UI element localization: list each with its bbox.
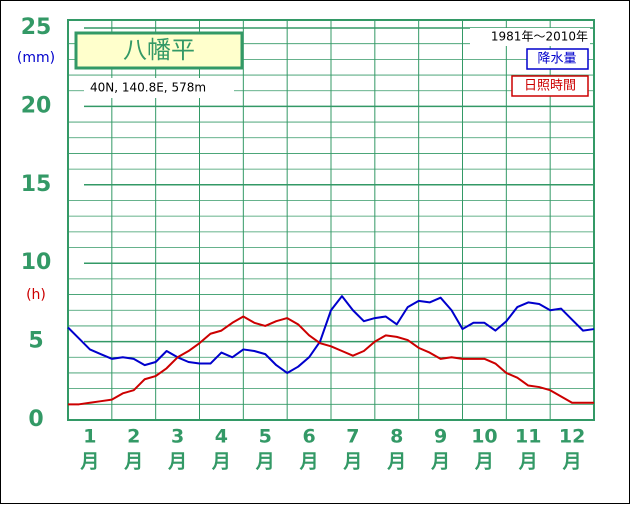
y-tick-label: 25	[21, 15, 52, 40]
series-line	[68, 315, 594, 406]
subtitle-bg	[84, 78, 234, 98]
x-tick-suffix: 月	[474, 451, 494, 473]
legend-box	[511, 75, 589, 97]
legend-box	[526, 48, 589, 70]
plot-frame	[67, 19, 595, 421]
x-tick-label: 4	[215, 426, 228, 448]
period-bg	[470, 28, 590, 46]
x-tick-suffix: 月	[123, 451, 143, 473]
title-box	[74, 31, 244, 70]
y-tick-label: 15	[21, 172, 52, 197]
x-tick-suffix: 月	[211, 451, 231, 473]
x-tick-label: 10	[471, 426, 497, 448]
y-tick-label: 20	[21, 93, 52, 118]
x-tick-suffix: 月	[299, 451, 319, 473]
x-tick-suffix: 月	[562, 451, 582, 473]
x-tick-suffix: 月	[386, 451, 406, 473]
y-tick-label: 10	[21, 250, 52, 275]
series-line	[67, 295, 595, 374]
y-axis-label: (h)	[26, 287, 46, 303]
chart-title: 八幡平	[123, 36, 195, 64]
x-tick-label: 12	[559, 426, 585, 448]
x-tick-label: 2	[127, 426, 140, 448]
y-axis-label: (mm)	[17, 50, 55, 66]
x-tick-label: 3	[171, 426, 184, 448]
x-tick-label: 1	[83, 426, 96, 448]
lines	[67, 295, 595, 406]
legend-label: 降水量	[537, 52, 576, 67]
x-tick-suffix: 月	[79, 451, 99, 473]
x-tick-suffix: 月	[167, 451, 187, 473]
x-tick-label: 7	[346, 426, 359, 448]
period: 1981年〜2010年	[491, 30, 588, 44]
x-tick-label: 8	[390, 426, 403, 448]
x-tick-suffix: 月	[518, 451, 538, 473]
x-tick-suffix: 月	[342, 451, 362, 473]
y-tick-label: 5	[28, 329, 43, 354]
x-tick-suffix: 月	[255, 451, 275, 473]
legend-label: 日照時間	[524, 79, 576, 94]
subtitle: 40N, 140.8E, 578m	[90, 81, 206, 95]
x-tick-label: 6	[302, 426, 315, 448]
x-tick-label: 11	[515, 426, 541, 448]
y-tick-label: 0	[28, 407, 43, 432]
x-tick-label: 9	[434, 426, 447, 448]
x-tick-suffix: 月	[430, 451, 450, 473]
x-tick-label: 5	[259, 426, 272, 448]
